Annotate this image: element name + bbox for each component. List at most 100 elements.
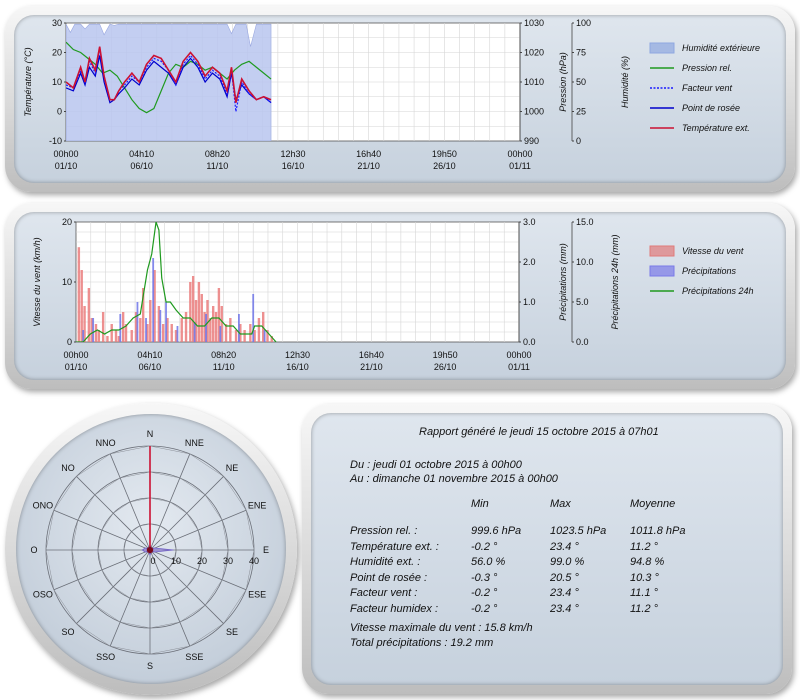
report-header-max: Max [550, 498, 571, 510]
x-tick-time: 08h20 [211, 350, 236, 360]
report-row-max: 23.4 ° [550, 587, 579, 599]
vitesse-du-vent-bar [161, 324, 165, 342]
y-left-tick: 0 [67, 337, 72, 347]
report-row-label: Facteur humidex : [350, 602, 439, 615]
report-row-label: Facteur vent : [350, 587, 418, 599]
report-row-avg: 10.3 ° [630, 571, 659, 584]
vitesse-du-vent-bar [184, 312, 188, 342]
report-from: Du : jeudi 01 octobre 2015 à 00h00 [350, 459, 522, 471]
vitesse-du-vent-bar [80, 270, 83, 342]
x-tick-time: 00h00 [53, 149, 78, 159]
vitesse-du-vent-bar [166, 318, 169, 342]
y-left-label: Température (°C) [23, 47, 33, 116]
report-panel: Rapport généré le jeudi 15 octobre 2015 … [302, 404, 792, 694]
temperature-chart: -100102030990100010101020103002550751000… [23, 18, 760, 171]
rose-direction-label: NNO [96, 438, 116, 448]
report-row-avg: 11.2 ° [630, 602, 659, 615]
report-row-max: 99.0 % [550, 556, 585, 568]
humidite-exterieure-area [66, 23, 272, 141]
report-row-min: -0.2 ° [471, 602, 498, 615]
vitesse-du-vent-bar [217, 288, 221, 342]
report-row-max: 20.5 ° [550, 571, 579, 584]
legend-label: Point de rosée [682, 103, 740, 113]
rose-direction-label: NO [61, 463, 75, 473]
x-tick-time: 00h00 [506, 350, 531, 360]
x-tick-time: 12h30 [285, 350, 310, 360]
wind-chart: 0 10 20 0.0 1.0 2.0 3.0 0.0 5.0 10.0 15.0 00h00 01/1… [32, 217, 754, 372]
y-right-tick: 10.0 [576, 257, 594, 267]
x-tick-time: 19h50 [433, 350, 458, 360]
vitesse-du-vent-bar [206, 300, 209, 342]
y-right-tick: 25 [576, 107, 586, 117]
y-right-tick: 5.0 [576, 297, 589, 307]
legend-label: Humidité extérieure [682, 43, 760, 53]
legend-label: Pression rel. [682, 63, 732, 73]
precipitations-bar [252, 294, 255, 342]
report-to: Au : dimanche 01 novembre 2015 à 00h00 [350, 473, 558, 485]
y-mid-tick: 1010 [524, 77, 544, 87]
y-mid-tick: 990 [524, 136, 539, 146]
rose-direction-label: SE [226, 627, 238, 637]
y-left-tick: 10 [62, 277, 72, 287]
report-row-label: Pression rel. : [350, 525, 418, 537]
plot-layer [76, 222, 277, 342]
report-header-avg: Moyenne [630, 498, 676, 510]
vitesse-du-vent-bar [194, 300, 198, 342]
report-row-avg: 1011.8 hPa [630, 525, 686, 537]
rose-radial-tick: 30 [223, 556, 233, 566]
x-tick-time: 08h20 [205, 149, 230, 159]
x-tick-time: 04h10 [137, 350, 162, 360]
vitesse-du-vent-bar [77, 247, 81, 342]
legend-label: Vitesse du vent [682, 246, 744, 256]
rose-spoke [149, 476, 224, 551]
vitesse-du-vent-bar [139, 318, 142, 342]
x-tick-time: 19h50 [432, 149, 457, 159]
x-tick-date: 11/10 [213, 362, 235, 372]
rose-direction-label: S [147, 661, 153, 671]
precipitations-bar [165, 302, 167, 342]
x-tick-date: 11/10 [206, 161, 228, 171]
vitesse-du-vent-bar [224, 324, 228, 342]
report-row-label: Point de rosée : [350, 571, 428, 584]
rose-radial-tick: 10 [171, 556, 181, 566]
precipitations-bar [193, 322, 196, 342]
report-row-min: 56.0 % [471, 556, 506, 568]
x-tick-time: 16h40 [359, 350, 384, 360]
rose-center [146, 546, 154, 554]
y-left-tick: 30 [52, 18, 62, 28]
y-left-tick: 20 [62, 217, 72, 227]
y-left-tick: 0 [57, 107, 62, 117]
vitesse-du-vent-bar [97, 330, 101, 342]
rose-spoke [53, 549, 151, 591]
vitesse-du-vent-bar [130, 330, 133, 342]
report-row-max: 1023.5 hPa [550, 525, 607, 537]
rose-direction-label: O [30, 545, 37, 555]
vitesse-du-vent-bar [114, 330, 118, 342]
y-mid-tick: 0.0 [523, 337, 536, 347]
y-mid-tick: 1030 [524, 18, 544, 28]
precipitations-bar [263, 330, 266, 342]
precipitations-bar [238, 314, 240, 342]
precipitations-bar [159, 310, 162, 342]
vitesse-du-vent-bar [257, 318, 261, 342]
precipitations-bar [136, 302, 139, 342]
x-tick-date: 21/10 [360, 362, 383, 372]
report-row-avg: 11.2 ° [630, 540, 659, 553]
x-tick-date: 01/10 [65, 362, 88, 372]
rose-direction-label: SSO [96, 652, 115, 662]
report-row-label: Humidité ext. : [350, 556, 421, 568]
vitesse-du-vent-bar [106, 336, 109, 342]
vitesse-du-vent-bar [110, 324, 113, 342]
rose-direction-label: N [147, 429, 154, 439]
rose-direction-label: ESE [248, 589, 266, 599]
vitesse-du-vent-bar [249, 324, 252, 342]
rose-direction-label: SO [61, 627, 74, 637]
rose-direction-label: OSO [33, 589, 53, 599]
x-tick-time: 04h10 [129, 149, 154, 159]
rose-spoke [53, 509, 151, 551]
vitesse-du-vent-bar [234, 330, 238, 342]
precipitations-bar [205, 314, 207, 342]
vitesse-du-vent-bar [229, 318, 232, 342]
precipitations-bar [119, 314, 122, 342]
x-tick-date: 26/10 [434, 362, 457, 372]
